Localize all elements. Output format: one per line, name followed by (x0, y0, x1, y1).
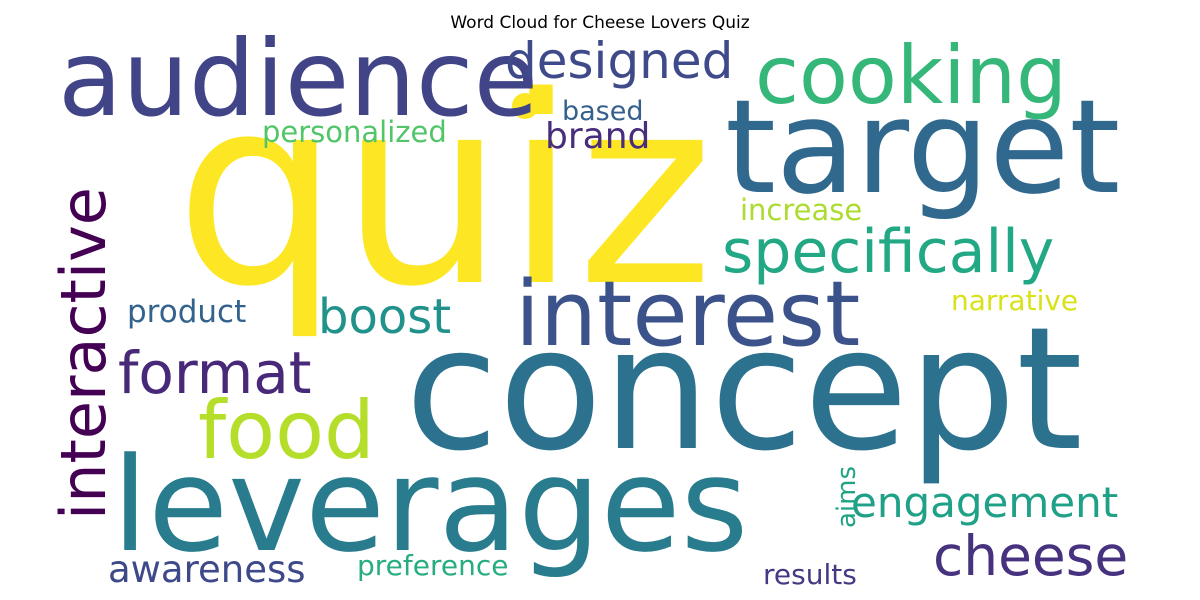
word-interactive: interactive (47, 187, 120, 520)
word-awareness: awareness (108, 548, 306, 591)
word-format: format (118, 339, 312, 407)
word-engagement: engagement (851, 478, 1118, 527)
word-audience: audience (58, 18, 538, 140)
word-food: food (198, 384, 375, 477)
word-product: product (127, 294, 246, 330)
word-narrative: narrative (951, 284, 1078, 317)
word-designed: designed (505, 32, 733, 90)
word-leverages: leverages (112, 429, 748, 581)
chart-title: Word Cloud for Cheese Lovers Quiz (450, 13, 749, 33)
word-specifically: specifically (722, 217, 1054, 287)
word-interest: interest (515, 262, 860, 367)
word-boost: boost (318, 289, 451, 345)
word-cheese: cheese (933, 524, 1128, 588)
word-dot (512, 93, 538, 119)
word-quiz: quiz (175, 42, 714, 344)
word-personalized: personalized (262, 115, 447, 149)
word-concept: concept (405, 291, 1083, 489)
word-cooking: cooking (755, 29, 1067, 122)
word-brand: brand (545, 116, 650, 157)
word-results: results (763, 558, 857, 591)
word-aims: aims (832, 466, 862, 528)
word-based: based (562, 96, 644, 127)
word-preference: preference (357, 549, 508, 582)
word-increase: increase (740, 193, 862, 227)
word-target: target (725, 71, 1120, 223)
